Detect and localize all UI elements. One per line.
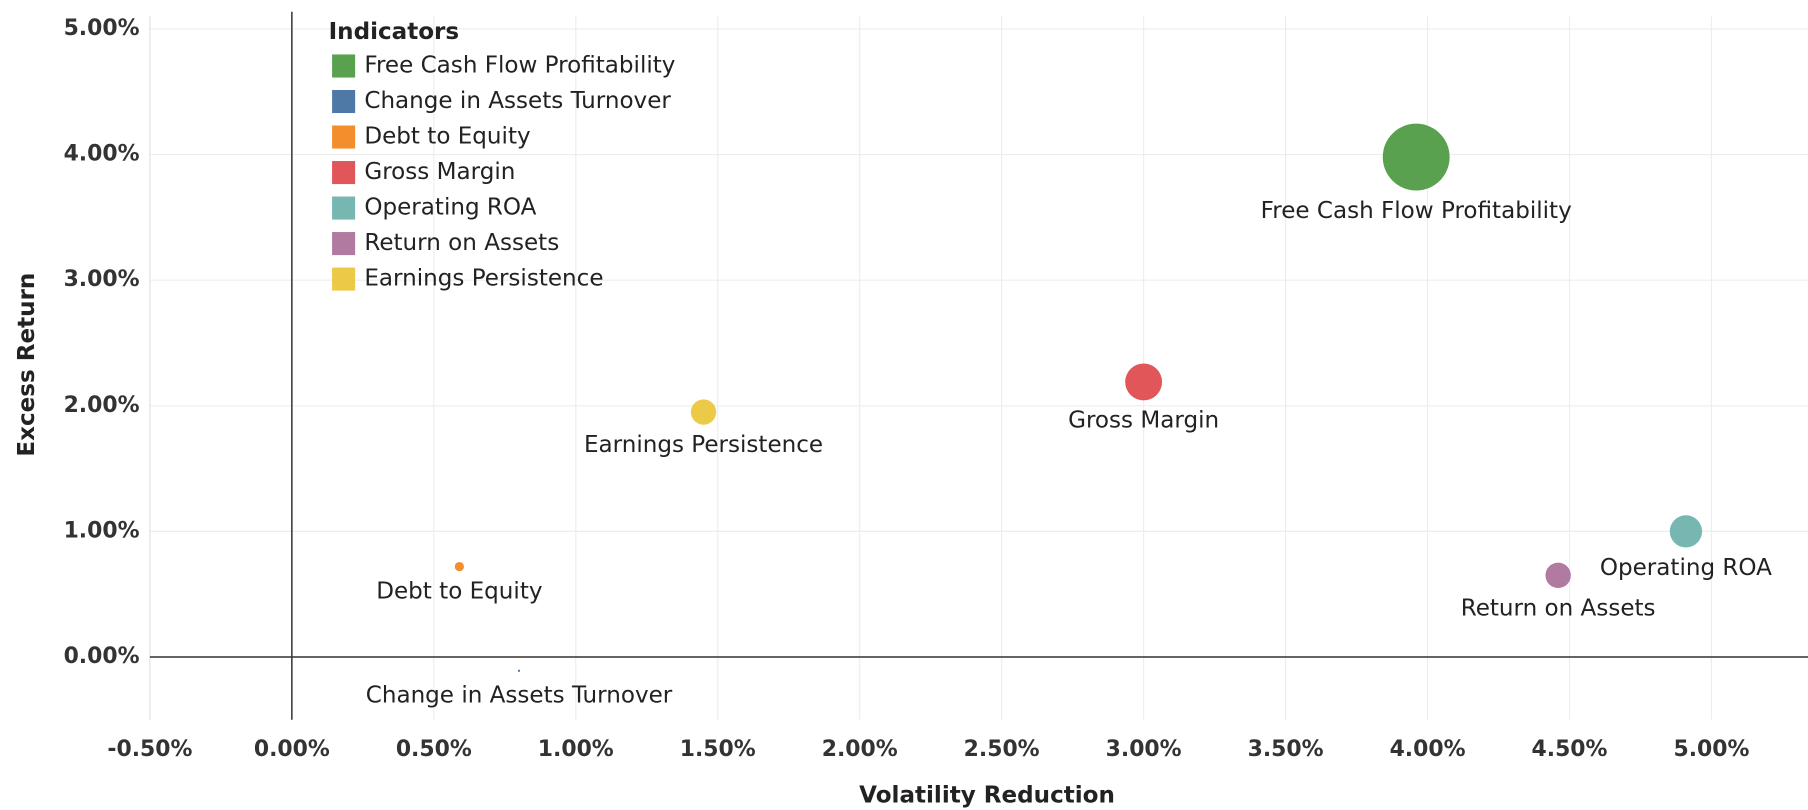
bubble: [690, 399, 717, 425]
x-tick-label: -0.50%: [107, 737, 192, 762]
x-tick-label: 1.50%: [680, 737, 756, 762]
legend-label: Debt to Equity: [364, 124, 530, 150]
legend-label: Free Cash Flow Profitability: [364, 53, 675, 79]
bubble: [454, 561, 464, 572]
legend-swatch: [332, 54, 356, 78]
y-tick-label: 4.00%: [64, 142, 140, 167]
data-label: Gross Margin: [1068, 408, 1219, 434]
data-label: Earnings Persistence: [584, 432, 823, 458]
y-tick-label: 0.00%: [64, 644, 140, 669]
y-tick-label: 2.00%: [64, 393, 140, 418]
x-axis-title: Volatility Reduction: [859, 782, 1115, 808]
legend-label: Earnings Persistence: [364, 266, 603, 292]
data-label: Operating ROA: [1600, 555, 1772, 581]
bubble: [1125, 363, 1163, 401]
x-tick-label: 3.00%: [1106, 737, 1182, 762]
x-tick-label: 4.00%: [1390, 737, 1466, 762]
x-tick-label: 0.00%: [254, 737, 330, 762]
x-tick-label: 3.50%: [1248, 737, 1324, 762]
x-tick-label: 4.50%: [1532, 737, 1608, 762]
legend-swatch: [332, 125, 356, 149]
y-tick-label: 5.00%: [64, 16, 140, 41]
y-tick-label: 1.00%: [64, 518, 140, 543]
data-label: Free Cash Flow Profitability: [1261, 198, 1572, 224]
x-tick-label: 2.00%: [822, 737, 898, 762]
legend-label: Return on Assets: [364, 230, 559, 256]
legend-swatch: [332, 89, 356, 114]
bubble: [517, 669, 521, 672]
data-label: Debt to Equity: [376, 578, 542, 604]
y-tick-label: 3.00%: [64, 267, 140, 292]
legend-swatch: [332, 232, 356, 256]
legend-label: Change in Assets Turnover: [364, 88, 671, 114]
x-tick-label: 0.50%: [396, 737, 472, 762]
legend-label: Operating ROA: [364, 195, 536, 221]
y-axis-title: Excess Return: [14, 273, 40, 457]
x-tick-label: 2.50%: [964, 737, 1040, 762]
x-tick-label: 1.00%: [538, 737, 614, 762]
x-tick-label: 5.00%: [1673, 737, 1749, 762]
legend-title: Indicators: [329, 19, 460, 45]
legend-swatch: [332, 161, 356, 185]
bubble: [1382, 123, 1450, 191]
bubble: [1545, 562, 1571, 589]
data-label: Change in Assets Turnover: [366, 683, 673, 709]
legend-swatch: [332, 267, 356, 291]
data-label: Return on Assets: [1461, 595, 1656, 621]
legend-label: Gross Margin: [364, 159, 515, 185]
legend-swatch: [332, 196, 356, 220]
bubble: [1669, 515, 1703, 548]
